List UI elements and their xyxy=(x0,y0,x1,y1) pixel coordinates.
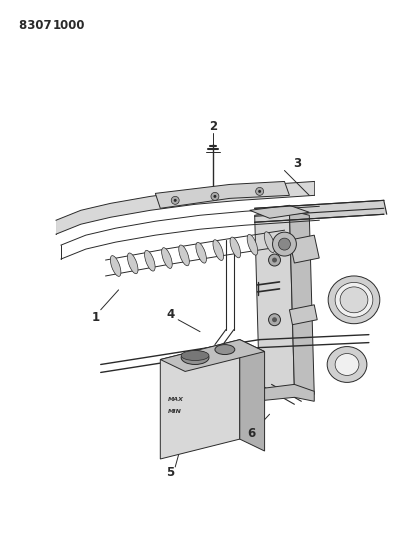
Text: 2: 2 xyxy=(208,120,216,133)
Ellipse shape xyxy=(181,351,209,360)
Polygon shape xyxy=(160,340,264,372)
Circle shape xyxy=(255,188,263,196)
Text: MAX: MAX xyxy=(168,397,184,402)
Circle shape xyxy=(272,232,296,256)
Polygon shape xyxy=(155,181,289,208)
Text: 3: 3 xyxy=(292,157,301,170)
Text: 4: 4 xyxy=(166,308,174,321)
Circle shape xyxy=(272,317,276,322)
Polygon shape xyxy=(254,211,294,394)
Ellipse shape xyxy=(181,351,209,365)
Ellipse shape xyxy=(127,253,138,274)
Ellipse shape xyxy=(212,240,223,261)
Ellipse shape xyxy=(339,287,367,313)
Polygon shape xyxy=(254,200,386,222)
Circle shape xyxy=(171,196,179,204)
Circle shape xyxy=(272,257,276,263)
Polygon shape xyxy=(289,305,317,325)
Polygon shape xyxy=(56,181,313,234)
Ellipse shape xyxy=(110,256,121,277)
Polygon shape xyxy=(239,340,264,451)
Circle shape xyxy=(278,238,290,250)
Polygon shape xyxy=(160,340,239,459)
Ellipse shape xyxy=(327,276,379,324)
Polygon shape xyxy=(289,211,313,394)
Circle shape xyxy=(268,254,280,266)
Ellipse shape xyxy=(334,353,358,375)
Ellipse shape xyxy=(326,346,366,382)
Ellipse shape xyxy=(161,248,172,269)
Ellipse shape xyxy=(229,237,240,258)
Polygon shape xyxy=(289,235,319,263)
Ellipse shape xyxy=(214,345,234,354)
Text: 8307: 8307 xyxy=(19,19,56,33)
Polygon shape xyxy=(254,384,313,401)
Circle shape xyxy=(173,199,176,202)
Text: 5: 5 xyxy=(166,466,174,479)
Text: MIN: MIN xyxy=(168,409,182,414)
Ellipse shape xyxy=(178,245,189,266)
Circle shape xyxy=(258,190,261,193)
Ellipse shape xyxy=(144,251,155,271)
Polygon shape xyxy=(249,205,308,218)
Ellipse shape xyxy=(196,243,206,263)
Circle shape xyxy=(268,314,280,326)
Ellipse shape xyxy=(334,282,372,317)
Ellipse shape xyxy=(247,235,257,255)
Ellipse shape xyxy=(264,232,274,253)
Text: 1: 1 xyxy=(92,311,99,324)
Text: 1000: 1000 xyxy=(53,19,85,33)
Text: 6: 6 xyxy=(247,426,255,440)
Circle shape xyxy=(211,192,218,200)
Circle shape xyxy=(213,195,216,198)
